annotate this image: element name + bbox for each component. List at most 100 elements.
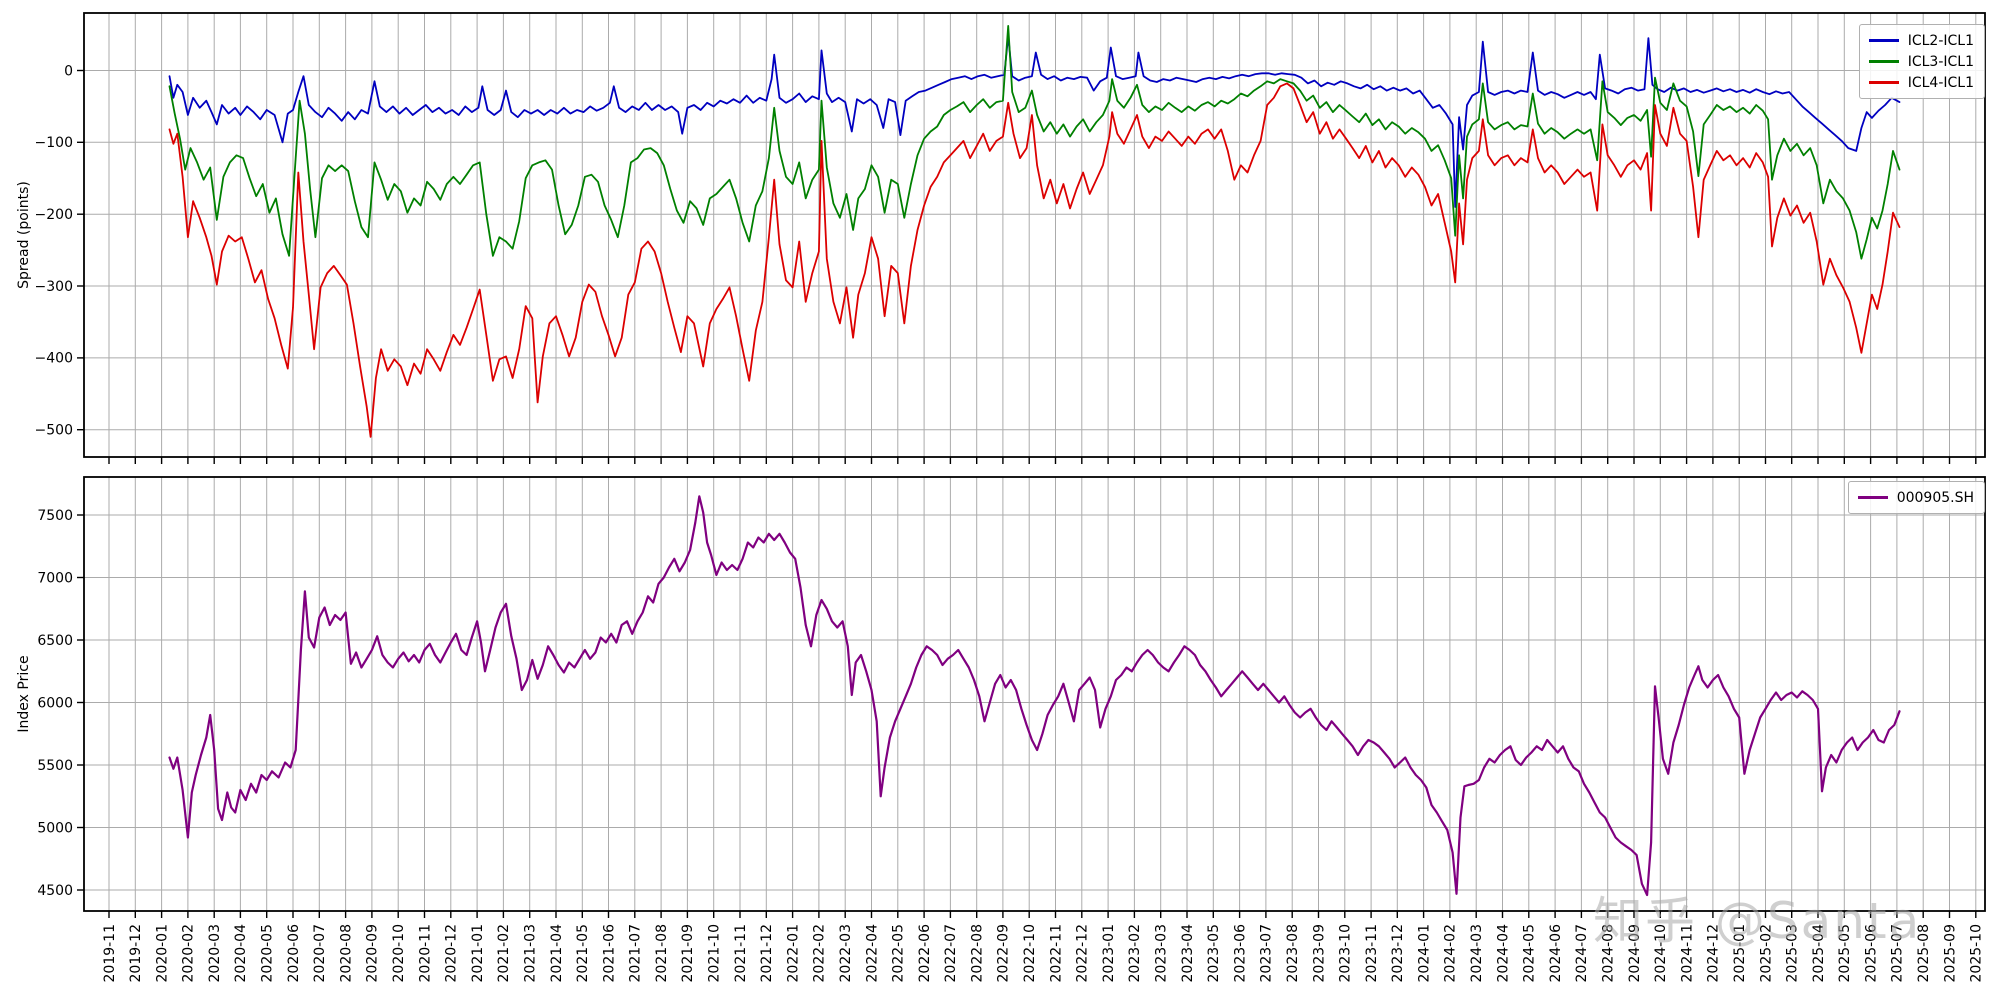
- x-tick-label: 2025-02: [1758, 924, 1774, 983]
- y-tick-label: −300: [35, 279, 73, 295]
- x-tick-label: 2022-11: [1048, 924, 1064, 983]
- x-tick-label: 2023-03: [1153, 924, 1169, 983]
- y-tick-label: −100: [35, 135, 73, 151]
- x-tick-label: 2024-05: [1522, 924, 1538, 983]
- x-tick-label: 2020-05: [259, 924, 275, 983]
- x-tick-label: 2024-09: [1627, 924, 1643, 983]
- x-tick-label: 2024-03: [1469, 924, 1485, 983]
- x-tick-label: 2024-02: [1443, 924, 1459, 983]
- x-tick-label: 2021-03: [522, 924, 538, 983]
- x-tick-label: 2019-11: [102, 924, 118, 983]
- plot-border: [83, 476, 1986, 912]
- x-tick-label: 2021-10: [706, 924, 722, 983]
- x-tick-label: 2023-07: [1259, 924, 1275, 983]
- x-tick-label: 2024-06: [1548, 924, 1564, 983]
- x-tick-label: 2023-08: [1285, 924, 1301, 983]
- x-tick-label: 2023-01: [1101, 924, 1117, 983]
- x-tick-label: 2022-01: [785, 924, 801, 983]
- x-tick-label: 2022-07: [943, 924, 959, 983]
- y-tick-label: −200: [35, 207, 73, 223]
- x-tick-label: 2022-06: [917, 924, 933, 983]
- bottom-chart-legend: 000905.SH: [1847, 481, 1985, 514]
- x-tick-label: 2022-02: [812, 924, 828, 983]
- legend-label: ICL4-ICL1: [1907, 74, 1974, 91]
- x-tick-label: 2025-06: [1863, 924, 1879, 983]
- x-tick-label: 2022-08: [969, 924, 985, 983]
- x-tick-label: 2023-04: [1180, 924, 1196, 983]
- x-tick-label: 2025-04: [1811, 924, 1827, 983]
- x-tick-label: 2021-05: [575, 924, 591, 983]
- x-tick-label: 2020-11: [417, 924, 433, 983]
- y-tick-label: 6000: [37, 695, 73, 711]
- x-tick-label: 2022-04: [864, 924, 880, 983]
- series-line-ICL4-ICL1: [168, 82, 1901, 438]
- x-tick-label: 2025-10: [1969, 924, 1985, 983]
- x-tick-label: 2020-01: [154, 924, 170, 983]
- x-tick-label: 2023-10: [1338, 924, 1354, 983]
- x-tick-label: 2021-01: [470, 924, 486, 983]
- x-tick-label: 2020-02: [181, 924, 197, 983]
- series-line-000905.SH: [168, 495, 1901, 897]
- x-tick-label: 2023-02: [1127, 924, 1143, 983]
- x-tick-label: 2020-08: [338, 924, 354, 983]
- x-tick-label: 2025-01: [1732, 924, 1748, 983]
- legend-item-icl4: ICL4-ICL1: [1868, 72, 1974, 93]
- top-chart-legend: ICL2-ICL1 ICL3-ICL1 ICL4-ICL1: [1858, 24, 1985, 99]
- legend-label: 000905.SH: [1896, 489, 1974, 506]
- x-tick-label: 2019-12: [128, 924, 144, 983]
- x-tick-label: 2020-03: [207, 924, 223, 983]
- y-tick-label: 5000: [37, 820, 73, 836]
- x-tick-label: 2023-05: [1206, 924, 1222, 983]
- legend-label: ICL2-ICL1: [1907, 32, 1974, 49]
- x-tick-label: 2020-04: [233, 924, 249, 983]
- x-tick-label: 2024-01: [1416, 924, 1432, 983]
- x-tick-label: 2025-08: [1916, 924, 1932, 983]
- x-tick-label: 2024-04: [1495, 924, 1511, 983]
- x-tick-label: 2021-06: [601, 924, 617, 983]
- x-tick-label: 2024-07: [1574, 924, 1590, 983]
- x-tick-label: 2020-06: [286, 924, 302, 983]
- legend-label: ICL3-ICL1: [1907, 53, 1974, 70]
- y-tick-label: 0: [64, 63, 73, 79]
- x-tick-label: 2020-10: [391, 924, 407, 983]
- x-tick-label: 2023-12: [1390, 924, 1406, 983]
- x-tick-label: 2021-02: [496, 924, 512, 983]
- legend-line-swatch-blue: [1868, 39, 1899, 42]
- x-tick-label: 2021-11: [733, 924, 749, 983]
- x-tick-label: 2021-04: [549, 924, 565, 983]
- x-tick-label: 2020-12: [444, 924, 460, 983]
- y-tick-label: 5500: [37, 758, 73, 774]
- x-tick-label: 2021-07: [628, 924, 644, 983]
- x-tick-label: 2021-12: [759, 924, 775, 983]
- legend-item-000905: 000905.SH: [1857, 487, 1974, 508]
- y-tick-label: 7500: [37, 508, 73, 524]
- y-tick-label: −400: [35, 351, 73, 367]
- x-tick-label: 2024-08: [1600, 924, 1616, 983]
- x-tick-label: 2023-06: [1232, 924, 1248, 983]
- x-tick-label: 2024-10: [1653, 924, 1669, 983]
- plot-border: [83, 12, 1986, 458]
- x-tick-label: 2025-05: [1837, 924, 1853, 983]
- x-tick-label: 2020-07: [312, 924, 328, 983]
- x-tick-label: 2024-11: [1679, 924, 1695, 983]
- x-tick-label: 2022-12: [1075, 924, 1091, 983]
- y-tick-label: −500: [35, 422, 73, 438]
- x-tick-label: 2020-09: [365, 924, 381, 983]
- x-tick-label: 2023-11: [1364, 924, 1380, 983]
- x-tick-label: 2025-07: [1890, 924, 1906, 983]
- x-tick-label: 2025-03: [1784, 924, 1800, 983]
- series-line-ICL2-ICL1: [168, 35, 1901, 208]
- x-tick-label: 2025-09: [1942, 924, 1958, 983]
- legend-line-swatch-purple: [1857, 496, 1888, 499]
- x-tick-label: 2022-09: [996, 924, 1012, 983]
- top-y-axis-title: Spread (points): [16, 181, 32, 289]
- y-tick-label: 6500: [37, 633, 73, 649]
- legend-line-swatch-green: [1868, 60, 1899, 63]
- x-tick-label: 2022-03: [838, 924, 854, 983]
- watermark-text: 知乎 @Santa: [1593, 892, 1922, 950]
- legend-item-icl2: ICL2-ICL1: [1868, 30, 1974, 51]
- bottom-y-axis-title: Index Price: [16, 655, 32, 733]
- legend-item-icl3: ICL3-ICL1: [1868, 51, 1974, 72]
